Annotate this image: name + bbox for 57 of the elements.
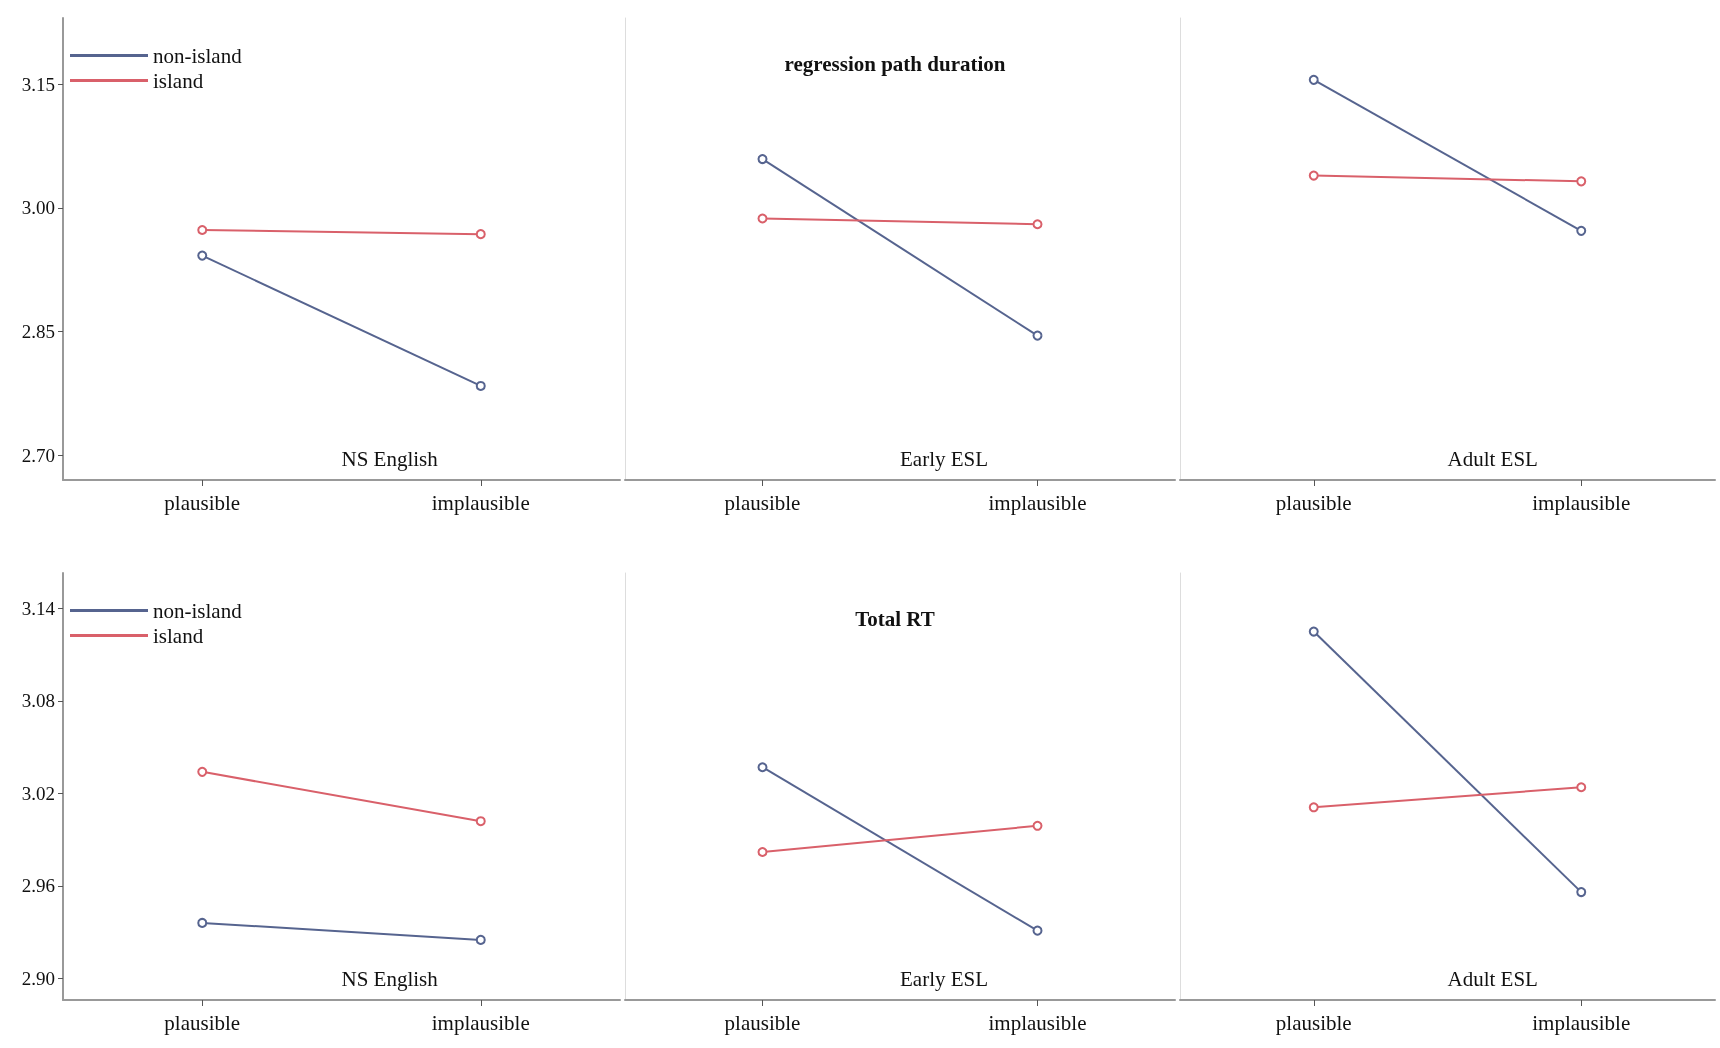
x-tick-label: implausible	[988, 1010, 1087, 1035]
legend-label: non-island	[153, 598, 243, 623]
y-tick-label: 2.85	[21, 321, 55, 342]
text: Total RT	[855, 606, 935, 631]
point	[757, 213, 768, 224]
annotation: Adult ESL	[1447, 446, 1538, 471]
annotation: Early ESL	[900, 446, 989, 471]
legend-label: non-island	[153, 43, 243, 68]
x-tick-label: implausible	[431, 1010, 530, 1035]
point	[1576, 887, 1587, 898]
x-tick-label: implausible	[1532, 1010, 1631, 1035]
y-tick-label: 2.96	[21, 875, 55, 897]
y-tick-label: 2.90	[21, 967, 55, 989]
point	[1576, 782, 1587, 793]
point	[475, 816, 486, 827]
x-tick-label: implausible	[431, 490, 530, 515]
x-tick-label: plausible	[724, 490, 801, 515]
point	[1308, 170, 1319, 181]
point	[1032, 219, 1043, 230]
legend-label: island	[153, 68, 204, 93]
y-tick-label: 3.00	[21, 197, 55, 219]
point	[197, 225, 208, 236]
point	[1032, 925, 1043, 936]
point	[757, 847, 768, 858]
legend-label: island	[153, 623, 204, 648]
text: regression path duration	[784, 51, 1006, 76]
y-tick-label: 3.08	[21, 690, 55, 712]
x-tick-label: plausible	[1275, 1010, 1352, 1035]
x-tick-label: implausible	[988, 490, 1087, 515]
point	[197, 250, 208, 261]
point	[197, 766, 208, 777]
annotation: Adult ESL	[1447, 966, 1538, 991]
y-tick-label: 3.02	[21, 782, 55, 804]
y-tick-label: 3.15	[21, 73, 55, 95]
point	[1308, 802, 1319, 813]
annotation: NS English	[341, 446, 439, 471]
point	[757, 154, 768, 165]
x-tick-label: plausible	[724, 1010, 801, 1035]
point	[757, 762, 768, 773]
point	[197, 917, 208, 928]
y-tick-label: 3.14	[21, 597, 56, 619]
x-tick-label: implausible	[1532, 490, 1631, 515]
point	[1032, 820, 1043, 831]
y-tick-label: 2.70	[21, 444, 55, 466]
point	[1308, 626, 1319, 637]
point	[475, 934, 486, 945]
x-tick-label: plausible	[164, 1010, 241, 1035]
point	[1576, 176, 1587, 187]
annotation: NS English	[341, 966, 439, 991]
point	[1308, 74, 1319, 85]
point	[1576, 225, 1587, 236]
point	[475, 229, 486, 240]
x-tick-label: plausible	[164, 490, 241, 515]
point	[1032, 330, 1043, 341]
point	[475, 380, 486, 391]
annotation: Early ESL	[900, 966, 989, 991]
x-tick-label: plausible	[1275, 490, 1352, 515]
